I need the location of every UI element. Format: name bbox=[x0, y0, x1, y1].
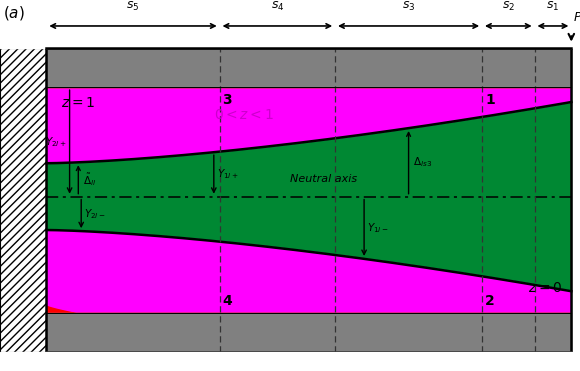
Text: $Y_{1l+}$: $Y_{1l+}$ bbox=[217, 168, 238, 181]
Polygon shape bbox=[46, 87, 571, 163]
Text: $\tilde{\Delta}_{ll}$: $\tilde{\Delta}_{ll}$ bbox=[83, 171, 96, 188]
Bar bbox=[0, 48, 46, 352]
Text: 1: 1 bbox=[485, 93, 495, 107]
Text: $Y_{2l+}$: $Y_{2l+}$ bbox=[45, 135, 67, 149]
Text: $s_4$: $s_4$ bbox=[271, 0, 284, 13]
Bar bbox=[46, 313, 571, 352]
Text: 3: 3 bbox=[223, 93, 232, 107]
Text: $s_5$: $s_5$ bbox=[126, 0, 140, 13]
Bar bbox=[46, 48, 571, 87]
Polygon shape bbox=[46, 306, 571, 313]
Text: $s_2$: $s_2$ bbox=[502, 0, 515, 13]
Text: $P_l$: $P_l$ bbox=[573, 11, 580, 26]
Text: $s_3$: $s_3$ bbox=[402, 0, 415, 13]
Text: $z=0$: $z=0$ bbox=[528, 281, 563, 295]
Bar bbox=[46, 48, 571, 87]
Text: $Y_{1l-}$: $Y_{1l-}$ bbox=[367, 221, 389, 234]
Text: $(a)$: $(a)$ bbox=[3, 4, 25, 22]
Text: $Y_{2l-}$: $Y_{2l-}$ bbox=[84, 207, 106, 221]
Bar bbox=[46, 313, 571, 352]
Text: 2: 2 bbox=[485, 294, 495, 308]
Text: 4: 4 bbox=[223, 294, 232, 308]
Text: $0<z<1$: $0<z<1$ bbox=[213, 108, 274, 122]
Text: $s_1$: $s_1$ bbox=[546, 0, 560, 13]
Polygon shape bbox=[46, 230, 571, 313]
Text: $\Delta_{ls3}$: $\Delta_{ls3}$ bbox=[413, 155, 432, 169]
Bar bbox=[0, 0, 580, 48]
Bar bbox=[46, 87, 571, 313]
Text: $z=1$: $z=1$ bbox=[61, 96, 95, 111]
Bar bbox=[0, 352, 580, 371]
Text: Neutral axis: Neutral axis bbox=[290, 174, 357, 184]
